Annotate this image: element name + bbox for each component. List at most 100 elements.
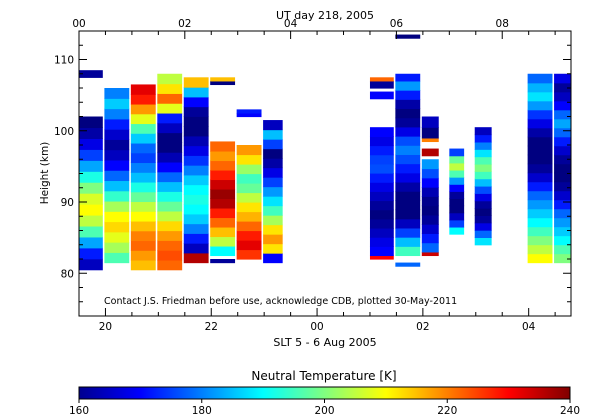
profile-cell — [554, 181, 571, 192]
profile-cell — [210, 259, 236, 264]
profile-cell — [369, 182, 394, 192]
profile-cell — [104, 108, 130, 120]
profile-cell — [449, 205, 465, 214]
y-tick-label: 110 — [54, 55, 74, 67]
profile-cell — [395, 181, 421, 192]
profile-cell — [130, 94, 156, 105]
profile-cell — [79, 193, 103, 205]
colorbar — [78, 386, 571, 400]
profile-cell — [183, 213, 209, 225]
profile-cell — [79, 160, 103, 172]
profile-cell — [263, 177, 283, 188]
profile-column — [474, 127, 492, 246]
profile-cell — [421, 137, 439, 143]
profile-cell — [236, 112, 262, 118]
profile-cell — [527, 145, 553, 156]
profile-cell — [183, 204, 209, 215]
profile-cell — [527, 82, 553, 93]
profile-cell — [236, 183, 262, 194]
profile-cell — [474, 215, 492, 224]
profile-cell — [130, 211, 156, 222]
profile-cell — [210, 217, 236, 228]
profile-cell — [449, 148, 465, 157]
profile-cell — [421, 116, 439, 128]
profile-cell — [395, 145, 421, 155]
profile-cell — [157, 152, 183, 163]
colorbar-tick-label: 220 — [437, 405, 457, 417]
profile-cell — [369, 255, 394, 260]
profile-cell — [157, 259, 183, 271]
profile-cell — [527, 253, 553, 264]
top-tick-label: 00 — [72, 18, 85, 30]
profile-cell — [236, 145, 262, 156]
profile-cell — [554, 217, 571, 228]
profile-cell — [210, 236, 236, 247]
profile-cell — [104, 159, 130, 171]
profile-cell — [79, 138, 103, 150]
profile-cell — [527, 91, 553, 102]
profile-cell — [474, 193, 492, 202]
profile-cell — [527, 154, 553, 165]
profile-cell — [157, 201, 183, 212]
profile-cell — [474, 134, 492, 143]
profile-cell — [79, 116, 103, 129]
profile-cell — [421, 224, 439, 234]
profile-cell — [157, 73, 183, 85]
profile-cell — [236, 202, 262, 213]
profile-cell — [369, 227, 394, 238]
profile-cell — [183, 96, 209, 108]
profile-cell — [554, 82, 571, 93]
profile-cell — [104, 129, 130, 140]
credit-annotation: Contact J.S. Friedman before use, acknow… — [104, 296, 457, 307]
profile-cell — [130, 142, 156, 154]
profile-column — [395, 34, 421, 267]
profile-column — [369, 77, 394, 260]
profile-cell — [157, 142, 183, 153]
profile-cell — [183, 155, 209, 166]
profile-cell — [395, 237, 421, 247]
profile-cell — [79, 182, 103, 194]
profile-cell — [474, 222, 492, 231]
profile-cell — [263, 243, 283, 254]
profile-cell — [130, 84, 156, 95]
profile-cell — [395, 99, 421, 110]
profile-cell — [449, 184, 465, 192]
axis-ticks: 80 90 100 110 00 02 04 06 08 20 22 00 02 04 — [54, 18, 571, 333]
profile-cell — [554, 244, 571, 255]
profile-cell — [554, 163, 571, 174]
profile-cell — [130, 133, 156, 144]
profile-cell — [130, 181, 156, 193]
profile-cell — [130, 113, 156, 125]
profile-cell — [157, 103, 183, 114]
profile-cell — [527, 109, 553, 120]
profile-cell — [183, 252, 209, 264]
profile-cell — [554, 235, 571, 246]
profile-cell — [474, 200, 492, 209]
profile-cell — [554, 253, 571, 264]
profile-column — [527, 73, 553, 264]
bottom-tick-label: 00 — [310, 321, 323, 333]
profile-cell — [395, 262, 421, 267]
profile-cell — [183, 223, 209, 234]
profile-cell — [157, 230, 183, 241]
profile-column — [263, 120, 283, 264]
bottom-axis-title: SLT 5 - 6 Aug 2005 — [273, 336, 376, 349]
colorbar-tick-label: 240 — [560, 405, 580, 417]
profile-cell — [157, 122, 183, 134]
profile-cell — [130, 240, 156, 251]
profile-cell — [210, 169, 236, 181]
profile-cell — [395, 126, 421, 137]
profile-cell — [369, 163, 394, 174]
profile-column — [449, 148, 465, 235]
profile-cell — [104, 252, 130, 264]
profile-cell — [449, 177, 465, 185]
top-tick-label: 06 — [390, 18, 404, 30]
profile-cell — [395, 200, 421, 211]
profile-cell — [527, 199, 553, 210]
profile-cell — [236, 164, 262, 175]
colorbar-title: Neutral Temperature [K] — [251, 369, 396, 383]
profile-cell — [183, 243, 209, 254]
profile-cell — [474, 178, 492, 187]
profile-cell — [421, 233, 439, 244]
